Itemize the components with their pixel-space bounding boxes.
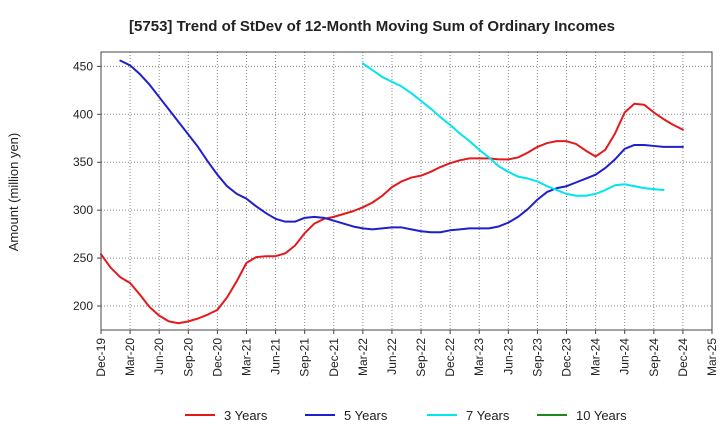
- x-tick-label: Dec-20: [210, 338, 224, 377]
- grid: [100, 52, 713, 330]
- x-tick-label: Sep-23: [530, 338, 544, 377]
- x-tick-label: Dec-24: [676, 338, 690, 377]
- x-tick-label: Jun-22: [385, 338, 399, 375]
- x-tick-label: Jun-20: [152, 338, 166, 375]
- series-line-5-years: [119, 59, 684, 234]
- x-axis: Dec-19 Mar-20 Jun-20 Sep-20 Dec-20 Mar-21 Jun-…: [94, 330, 719, 377]
- y-axis: 200 250 300 350 400 450: [73, 59, 101, 313]
- series-lines: [100, 59, 684, 325]
- x-tick-label: Mar-23: [472, 338, 486, 376]
- plot-area-frame: [100, 51, 713, 331]
- x-tick-label: Sep-20: [181, 338, 195, 377]
- y-axis-title: Amount (million yen): [6, 133, 21, 252]
- x-tick-label: Sep-22: [414, 338, 428, 377]
- y-tick-label: 450: [73, 59, 93, 73]
- y-tick-label: 300: [73, 203, 93, 217]
- x-tick-label: Sep-21: [298, 338, 312, 377]
- y-tick-label: 250: [73, 251, 93, 265]
- legend-label-7-years: 7 Years: [466, 408, 510, 423]
- x-tick-label: Mar-25: [705, 338, 719, 376]
- x-tick-label: Jun-21: [269, 338, 283, 375]
- x-tick-label: Mar-21: [239, 338, 253, 376]
- y-tick-label: 350: [73, 155, 93, 169]
- legend: 3 Years 5 Years 7 Years 10 Years: [185, 408, 627, 423]
- x-tick-label: Dec-21: [327, 338, 341, 377]
- chart-title: [5753] Trend of StDev of 12-Month Moving…: [129, 18, 615, 35]
- legend-label-5-years: 5 Years: [344, 408, 388, 423]
- y-tick-label: 200: [73, 299, 93, 313]
- series-line-3-years: [100, 102, 684, 325]
- x-tick-label: Jun-24: [618, 338, 632, 375]
- x-tick-label: Dec-19: [94, 338, 108, 377]
- legend-label-3-years: 3 Years: [224, 408, 268, 423]
- x-tick-label: Mar-20: [123, 338, 137, 376]
- x-tick-label: Dec-22: [443, 338, 457, 377]
- series-line-7-years: [361, 62, 665, 197]
- legend-label-10-years: 10 Years: [576, 408, 627, 423]
- y-tick-label: 400: [73, 107, 93, 121]
- x-tick-label: Sep-24: [647, 338, 661, 377]
- x-tick-label: Jun-23: [501, 338, 515, 375]
- x-tick-label: Mar-22: [356, 338, 370, 376]
- x-tick-label: Mar-24: [589, 338, 603, 376]
- x-tick-label: Dec-23: [560, 338, 574, 377]
